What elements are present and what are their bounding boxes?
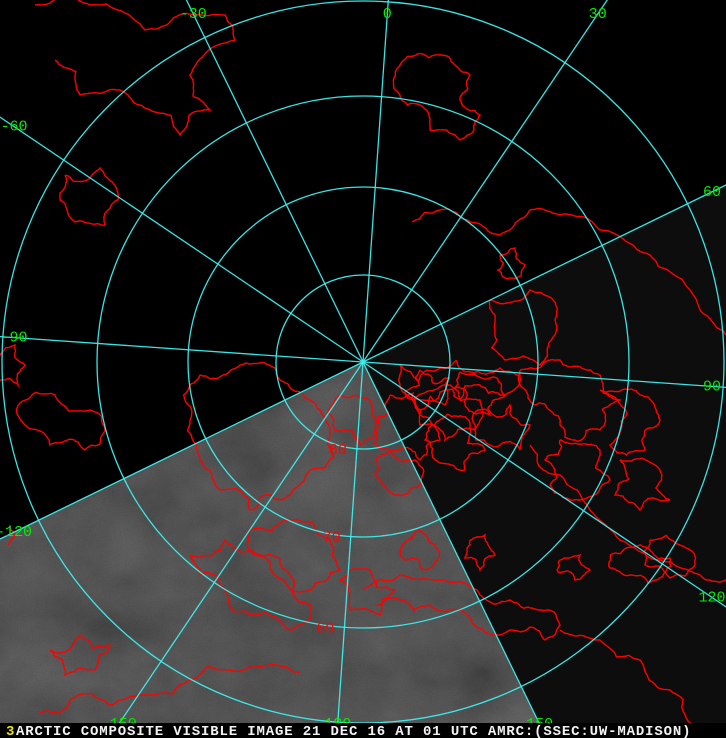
svg-text:ARCTIC COMPOSITE VISIBLE IMAGE: ARCTIC COMPOSITE VISIBLE IMAGE 21 DEC 16… [16,724,691,738]
svg-text:-90: -90 [0,330,27,347]
svg-text:-120: -120 [0,524,32,541]
svg-text:60: 60 [703,184,721,201]
svg-text:-30: -30 [180,6,207,23]
svg-text:3: 3 [6,724,14,738]
svg-text:80: 80 [329,442,347,459]
svg-text:30: 30 [589,6,607,23]
svg-text:0: 0 [383,6,392,23]
svg-text:90: 90 [703,378,721,395]
svg-text:-60: -60 [0,119,27,136]
svg-text:120: 120 [698,589,725,606]
svg-text:60: 60 [316,620,334,637]
svg-text:70: 70 [323,530,341,547]
